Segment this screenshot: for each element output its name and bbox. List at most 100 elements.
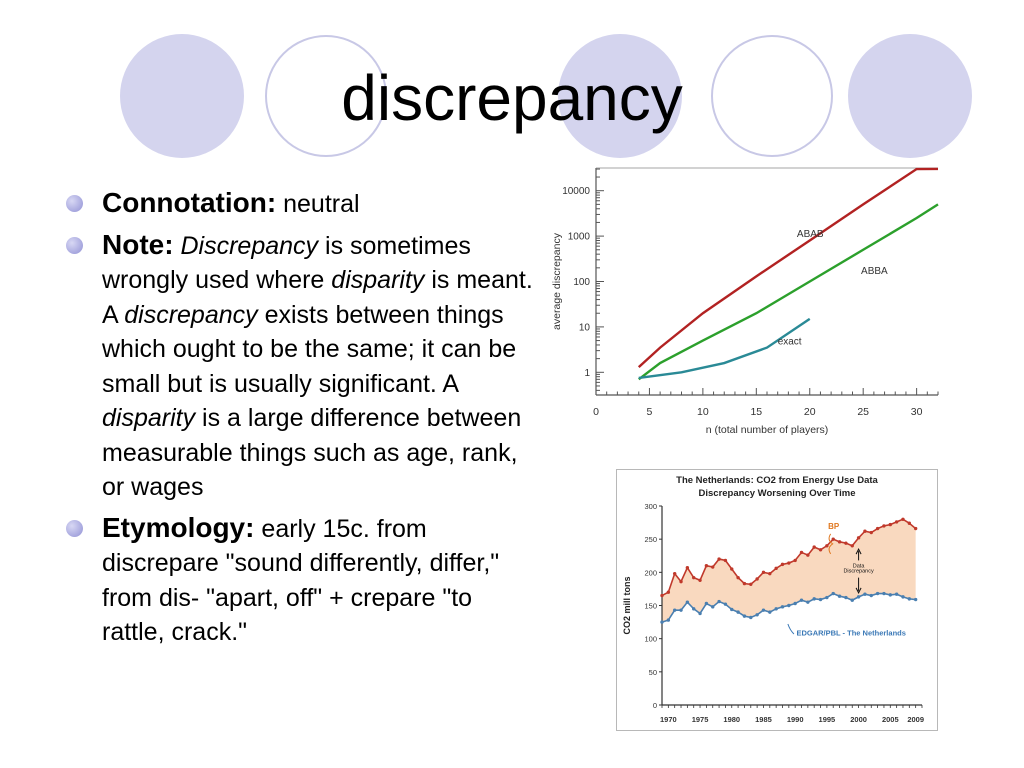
- data-point-bp: [907, 521, 912, 525]
- data-point-edgar: [780, 605, 785, 609]
- data-point-bp: [685, 565, 690, 570]
- data-point-edgar: [736, 610, 740, 614]
- data-point-bp: [793, 558, 797, 563]
- arrow-down-icon: [855, 587, 862, 595]
- data-point-bp: [894, 520, 899, 524]
- bullet-icon: [66, 519, 83, 537]
- data-point-edgar: [698, 611, 702, 616]
- y-tick-label: 100: [644, 635, 657, 644]
- data-point-edgar: [749, 615, 753, 620]
- x-tick-label: 2000: [850, 715, 867, 724]
- data-point-bp: [698, 578, 702, 582]
- etymology-intro: early 15c. from: [254, 514, 427, 543]
- circle-filled-2: [558, 34, 682, 158]
- data-point-edgar: [761, 608, 766, 612]
- note-term-disparity: disparity: [331, 266, 425, 294]
- x-tick-label: 25: [857, 406, 869, 418]
- note-text: exists between things which ought to be …: [102, 300, 517, 398]
- circle-outline-2: [711, 35, 833, 157]
- circle-filled-1: [120, 34, 244, 158]
- discrepancy-chart: 1 10 100 1000 10000 0 5 10 15 20 25 30 n (total numb…: [551, 167, 939, 435]
- data-point-bp: [825, 544, 829, 548]
- data-point-bp: [799, 550, 804, 555]
- data-point-edgar: [901, 595, 905, 599]
- etymology-text: discrepare "sound differently, differ," …: [102, 549, 500, 646]
- y-tick-label: 10000: [562, 186, 590, 197]
- data-point-edgar: [863, 592, 867, 596]
- y-tick-label: 250: [644, 535, 657, 544]
- note-text: [174, 232, 181, 260]
- y-tick-label: 100: [573, 277, 590, 288]
- data-point-edgar: [723, 602, 728, 606]
- annotation-line-2: Discrepancy: [843, 568, 874, 574]
- y-tick-label: 1000: [568, 232, 591, 243]
- slide-title: discrepancy: [341, 62, 683, 134]
- data-point-edgar: [685, 600, 690, 604]
- data-point-bp: [888, 522, 892, 527]
- data-point-bp: [672, 571, 677, 576]
- y-tick-label: 10: [579, 322, 591, 333]
- data-point-bp: [812, 545, 816, 549]
- bp-arrow-icon: [828, 533, 834, 555]
- data-point-edgar: [812, 597, 816, 601]
- data-point-bp: [774, 566, 778, 571]
- series-label-abba: ABBA: [861, 266, 888, 277]
- series-line-exact: [638, 317, 811, 380]
- circle-outline-1: [265, 35, 387, 157]
- data-point-edgar: [730, 607, 734, 612]
- data-point-bp: [704, 564, 709, 568]
- data-point-bp: [844, 541, 848, 545]
- data-point-edgar: [888, 593, 892, 597]
- data-point-edgar: [818, 597, 823, 602]
- data-point-edgar: [856, 595, 861, 599]
- series-label-bp: BP: [828, 522, 840, 531]
- note-term-disparity: disparity: [102, 404, 196, 432]
- data-point-edgar: [787, 603, 791, 608]
- x-tick-label: 2009: [907, 715, 924, 724]
- chart-subtitle: Discrepancy Worsening Over Time: [699, 488, 856, 499]
- note-text: is a large difference between measurable…: [102, 404, 522, 501]
- edgar-arrow-icon: [787, 623, 795, 635]
- data-point-bp: [837, 540, 842, 544]
- data-point-edgar: [793, 601, 797, 606]
- data-point-edgar: [907, 597, 912, 601]
- x-tick-label: 1980: [723, 715, 740, 724]
- data-point-edgar: [717, 599, 721, 604]
- data-point-bp: [818, 548, 823, 552]
- series-line-abab: [637, 167, 939, 369]
- data-point-edgar: [837, 594, 842, 598]
- note-label: Note:: [102, 228, 174, 260]
- data-point-edgar: [660, 620, 664, 624]
- annotation-line-1: Data: [853, 564, 866, 570]
- x-axis-title: n (total number of players): [706, 424, 829, 435]
- co2-chart: The Netherlands: CO2 from Energy Use Dat…: [622, 475, 924, 724]
- series-label-edgar: EDGAR/PBL - The Netherlands: [796, 628, 905, 637]
- x-tick-label: 5: [647, 406, 653, 418]
- y-tick-label: 0: [653, 701, 657, 710]
- x-tick-label: 1990: [787, 715, 804, 724]
- data-point-bp: [806, 553, 810, 557]
- data-point-bp: [755, 577, 759, 581]
- y-axis-title: average discrepancy: [551, 232, 563, 330]
- x-tick-label: 2005: [882, 715, 899, 724]
- note-term-discrepancy: discrepancy: [124, 300, 258, 329]
- bullet-icon: [66, 195, 83, 212]
- data-point-edgar: [806, 600, 810, 604]
- discrepancy-band: [662, 519, 916, 623]
- data-point-bp: [787, 561, 791, 565]
- series-label-exact: exact: [778, 337, 802, 348]
- data-point-bp: [882, 524, 886, 528]
- y-axis-title: CO2 mill tons: [622, 576, 632, 634]
- data-point-edgar: [913, 597, 918, 602]
- data-point-bp: [711, 565, 715, 569]
- data-point-bp: [742, 581, 747, 586]
- data-point-bp: [717, 557, 721, 561]
- x-tick-label: 1995: [819, 715, 836, 724]
- data-point-edgar: [894, 592, 899, 596]
- bullet-icon: [66, 236, 83, 254]
- connotation-label: Connotation:: [102, 187, 277, 218]
- data-point-bp: [875, 526, 880, 531]
- bullet-note: Note: Discrepancy is sometimes wrongly u…: [64, 228, 540, 505]
- bullet-connotation: Connotation: neutral: [64, 186, 540, 222]
- data-point-edgar: [742, 614, 747, 618]
